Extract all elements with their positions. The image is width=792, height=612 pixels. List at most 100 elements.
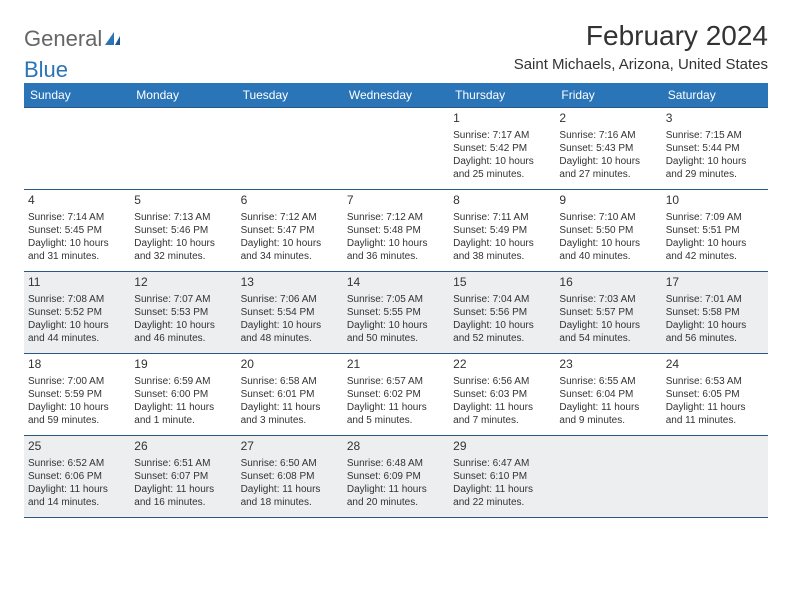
sunrise-text: Sunrise: 6:59 AM — [134, 375, 232, 388]
calendar-cell: 23Sunrise: 6:55 AMSunset: 6:04 PMDayligh… — [555, 353, 661, 435]
day-number: 15 — [453, 275, 551, 291]
day-header: Sunday — [24, 83, 130, 107]
sunset-text: Sunset: 6:06 PM — [28, 470, 126, 483]
day-header: Tuesday — [237, 83, 343, 107]
sunset-text: Sunset: 6:04 PM — [559, 388, 657, 401]
day-header: Saturday — [662, 83, 768, 107]
day-header: Thursday — [449, 83, 555, 107]
sunset-text: Sunset: 6:03 PM — [453, 388, 551, 401]
calendar-cell: 9Sunrise: 7:10 AMSunset: 5:50 PMDaylight… — [555, 189, 661, 271]
sunrise-text: Sunrise: 7:06 AM — [241, 293, 339, 306]
day-header: Monday — [130, 83, 236, 107]
calendar-cell: 28Sunrise: 6:48 AMSunset: 6:09 PMDayligh… — [343, 435, 449, 517]
sunrise-text: Sunrise: 7:12 AM — [347, 211, 445, 224]
sunrise-text: Sunrise: 7:17 AM — [453, 129, 551, 142]
daylight-text: Daylight: 10 hours and 44 minutes. — [28, 319, 126, 345]
logo-line2: Blue — [24, 57, 68, 83]
day-number: 29 — [453, 439, 551, 455]
calendar-cell: 7Sunrise: 7:12 AMSunset: 5:48 PMDaylight… — [343, 189, 449, 271]
daylight-text: Daylight: 11 hours and 22 minutes. — [453, 483, 551, 509]
daylight-text: Daylight: 10 hours and 40 minutes. — [559, 237, 657, 263]
sunrise-text: Sunrise: 6:57 AM — [347, 375, 445, 388]
calendar-cell-empty — [24, 107, 130, 189]
day-number: 7 — [347, 193, 445, 209]
logo-sail-icon — [104, 30, 122, 48]
sunrise-text: Sunrise: 7:12 AM — [241, 211, 339, 224]
sunrise-text: Sunrise: 6:55 AM — [559, 375, 657, 388]
daylight-text: Daylight: 11 hours and 20 minutes. — [347, 483, 445, 509]
sunset-text: Sunset: 5:42 PM — [453, 142, 551, 155]
sunrise-text: Sunrise: 6:50 AM — [241, 457, 339, 470]
daylight-text: Daylight: 10 hours and 48 minutes. — [241, 319, 339, 345]
day-number: 6 — [241, 193, 339, 209]
calendar-cell: 12Sunrise: 7:07 AMSunset: 5:53 PMDayligh… — [130, 271, 236, 353]
location-text: Saint Michaels, Arizona, United States — [514, 56, 768, 73]
sunset-text: Sunset: 5:56 PM — [453, 306, 551, 319]
day-number: 25 — [28, 439, 126, 455]
calendar-cell: 10Sunrise: 7:09 AMSunset: 5:51 PMDayligh… — [662, 189, 768, 271]
day-number: 8 — [453, 193, 551, 209]
sunset-text: Sunset: 6:05 PM — [666, 388, 764, 401]
calendar-cell: 17Sunrise: 7:01 AMSunset: 5:58 PMDayligh… — [662, 271, 768, 353]
calendar-cell: 8Sunrise: 7:11 AMSunset: 5:49 PMDaylight… — [449, 189, 555, 271]
calendar-cell-empty — [662, 435, 768, 517]
calendar-cell: 29Sunrise: 6:47 AMSunset: 6:10 PMDayligh… — [449, 435, 555, 517]
calendar-cell-empty — [237, 107, 343, 189]
day-number: 17 — [666, 275, 764, 291]
day-number: 26 — [134, 439, 232, 455]
day-number: 5 — [134, 193, 232, 209]
logo-text-1: General — [24, 26, 102, 52]
calendar-cell: 15Sunrise: 7:04 AMSunset: 5:56 PMDayligh… — [449, 271, 555, 353]
sunrise-text: Sunrise: 7:14 AM — [28, 211, 126, 224]
day-number: 4 — [28, 193, 126, 209]
day-number: 13 — [241, 275, 339, 291]
sunset-text: Sunset: 5:47 PM — [241, 224, 339, 237]
calendar-cell: 2Sunrise: 7:16 AMSunset: 5:43 PMDaylight… — [555, 107, 661, 189]
day-number: 14 — [347, 275, 445, 291]
sunrise-text: Sunrise: 7:03 AM — [559, 293, 657, 306]
sunset-text: Sunset: 5:45 PM — [28, 224, 126, 237]
sunset-text: Sunset: 5:51 PM — [666, 224, 764, 237]
daylight-text: Daylight: 10 hours and 46 minutes. — [134, 319, 232, 345]
day-number: 24 — [666, 357, 764, 373]
day-number: 11 — [28, 275, 126, 291]
calendar-cell: 14Sunrise: 7:05 AMSunset: 5:55 PMDayligh… — [343, 271, 449, 353]
sunset-text: Sunset: 6:02 PM — [347, 388, 445, 401]
calendar-cell: 3Sunrise: 7:15 AMSunset: 5:44 PMDaylight… — [662, 107, 768, 189]
sunset-text: Sunset: 6:07 PM — [134, 470, 232, 483]
sunrise-text: Sunrise: 6:51 AM — [134, 457, 232, 470]
sunset-text: Sunset: 6:09 PM — [347, 470, 445, 483]
daylight-text: Daylight: 10 hours and 42 minutes. — [666, 237, 764, 263]
day-number: 10 — [666, 193, 764, 209]
day-number: 18 — [28, 357, 126, 373]
calendar-cell: 5Sunrise: 7:13 AMSunset: 5:46 PMDaylight… — [130, 189, 236, 271]
sunset-text: Sunset: 6:01 PM — [241, 388, 339, 401]
sunrise-text: Sunrise: 6:56 AM — [453, 375, 551, 388]
sunrise-text: Sunrise: 7:08 AM — [28, 293, 126, 306]
day-number: 9 — [559, 193, 657, 209]
calendar: SundayMondayTuesdayWednesdayThursdayFrid… — [24, 83, 768, 518]
calendar-cell-empty — [343, 107, 449, 189]
calendar-cell: 25Sunrise: 6:52 AMSunset: 6:06 PMDayligh… — [24, 435, 130, 517]
day-number: 16 — [559, 275, 657, 291]
sunset-text: Sunset: 6:10 PM — [453, 470, 551, 483]
daylight-text: Daylight: 11 hours and 5 minutes. — [347, 401, 445, 427]
sunrise-text: Sunrise: 7:05 AM — [347, 293, 445, 306]
sunset-text: Sunset: 5:57 PM — [559, 306, 657, 319]
daylight-text: Daylight: 10 hours and 31 minutes. — [28, 237, 126, 263]
calendar-cell: 16Sunrise: 7:03 AMSunset: 5:57 PMDayligh… — [555, 271, 661, 353]
day-number: 23 — [559, 357, 657, 373]
calendar-cell: 20Sunrise: 6:58 AMSunset: 6:01 PMDayligh… — [237, 353, 343, 435]
sunrise-text: Sunrise: 7:11 AM — [453, 211, 551, 224]
calendar-cell: 6Sunrise: 7:12 AMSunset: 5:47 PMDaylight… — [237, 189, 343, 271]
daylight-text: Daylight: 10 hours and 38 minutes. — [453, 237, 551, 263]
calendar-cell: 19Sunrise: 6:59 AMSunset: 6:00 PMDayligh… — [130, 353, 236, 435]
sunset-text: Sunset: 5:44 PM — [666, 142, 764, 155]
daylight-text: Daylight: 10 hours and 27 minutes. — [559, 155, 657, 181]
sunrise-text: Sunrise: 6:48 AM — [347, 457, 445, 470]
daylight-text: Daylight: 10 hours and 50 minutes. — [347, 319, 445, 345]
calendar-cell: 13Sunrise: 7:06 AMSunset: 5:54 PMDayligh… — [237, 271, 343, 353]
calendar-cell: 22Sunrise: 6:56 AMSunset: 6:03 PMDayligh… — [449, 353, 555, 435]
daylight-text: Daylight: 10 hours and 36 minutes. — [347, 237, 445, 263]
daylight-text: Daylight: 11 hours and 1 minute. — [134, 401, 232, 427]
